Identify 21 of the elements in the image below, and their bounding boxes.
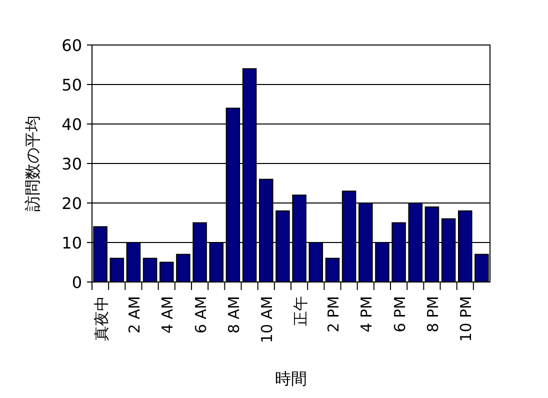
x-tick-label: 2 PM bbox=[324, 296, 342, 332]
y-tick-label: 30 bbox=[62, 154, 82, 174]
y-tick-label: 60 bbox=[62, 36, 82, 55]
y-tick-label: 0 bbox=[72, 273, 82, 292]
x-axis-title: 時間 bbox=[275, 369, 307, 388]
x-tick-label: 4 AM bbox=[158, 296, 177, 334]
x-tick-label: 6 PM bbox=[390, 296, 409, 332]
y-tick-label: 40 bbox=[62, 115, 82, 134]
x-tick-label: 8 PM bbox=[424, 296, 442, 332]
y-axis-title: 訪問数の平均 bbox=[23, 116, 42, 212]
y-tick-label: 10 bbox=[62, 234, 82, 252]
x-tick-label: 10 AM bbox=[258, 296, 276, 344]
y-tick-label: 20 bbox=[62, 194, 82, 213]
x-tick-label: 真夜中 bbox=[92, 296, 110, 341]
x-tick-label: 8 AM bbox=[224, 296, 243, 334]
x-tick-label: 6 AM bbox=[192, 296, 210, 334]
x-tick-label: 10 PM bbox=[457, 296, 476, 342]
x-tick-label: 2 AM bbox=[125, 296, 144, 334]
y-tick-label: 50 bbox=[62, 76, 82, 94]
x-tick-label: 4 PM bbox=[358, 296, 376, 332]
x-tick-label: 正午 bbox=[291, 296, 310, 326]
